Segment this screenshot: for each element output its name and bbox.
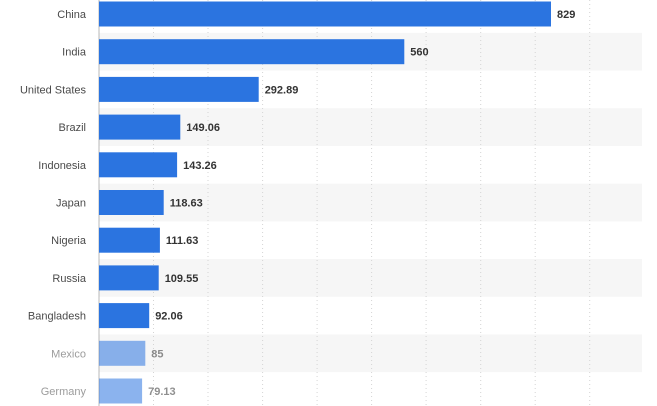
value-label: 829 [557, 9, 575, 21]
category-label: United States [20, 84, 87, 96]
category-label: India [62, 47, 87, 59]
value-label: 560 [410, 47, 428, 59]
bar-india[interactable] [99, 39, 405, 65]
category-label: Mexico [51, 348, 86, 360]
row-band [99, 183, 642, 222]
value-label: 92.06 [155, 311, 183, 323]
value-label: 109.55 [165, 273, 199, 285]
value-label: 85 [151, 348, 163, 360]
category-label: China [57, 9, 87, 21]
category-label: Japan [56, 198, 86, 210]
category-label: Germany [41, 386, 87, 398]
bar-brazil[interactable] [99, 114, 181, 140]
value-label: 118.63 [170, 198, 203, 210]
category-label: Nigeria [51, 235, 87, 247]
bar-indonesia[interactable] [99, 152, 178, 178]
bar-china[interactable] [99, 1, 551, 27]
row-band [99, 108, 642, 146]
bar-bangladesh[interactable] [99, 303, 150, 329]
value-label: 292.89 [265, 84, 299, 96]
bar-united-states[interactable] [99, 76, 259, 102]
value-label: 79.13 [148, 386, 176, 398]
row-band [99, 334, 642, 373]
bar-japan[interactable] [99, 190, 164, 215]
bar-nigeria[interactable] [99, 227, 160, 253]
row-band [99, 259, 642, 297]
value-label: 149.06 [186, 122, 220, 134]
category-label: Russia [52, 273, 87, 285]
value-label: 143.26 [183, 160, 217, 172]
value-labels: 829 560 292.89 149.06 143.26 118.63 111.63 109.… [148, 9, 575, 398]
row-bands [99, 32, 642, 373]
bars [99, 1, 551, 404]
bar-mexico[interactable] [99, 340, 146, 366]
bar-germany[interactable] [99, 378, 143, 404]
category-label: Bangladesh [28, 311, 86, 323]
category-labels: China India United States Brazil Indonesia Ja… [20, 9, 87, 398]
bar-russia[interactable] [99, 265, 159, 291]
category-label: Brazil [58, 122, 86, 134]
value-label: 111.63 [166, 235, 198, 247]
category-label: Indonesia [38, 160, 87, 172]
